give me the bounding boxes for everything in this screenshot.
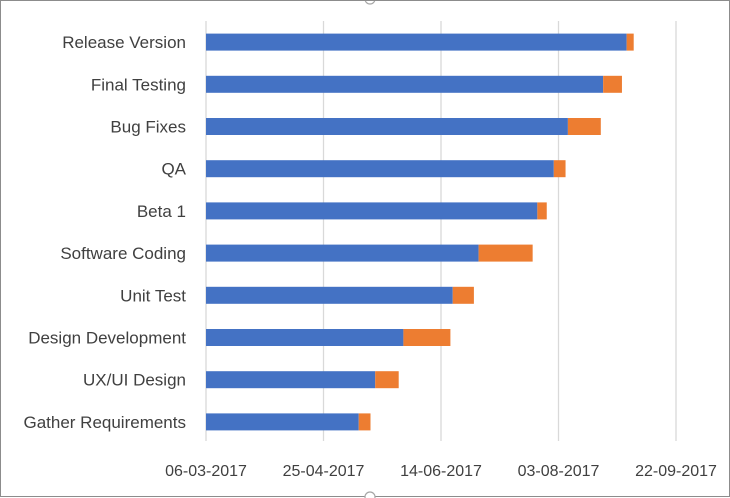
bar-duration — [478, 244, 533, 262]
bar-start — [206, 75, 604, 93]
bar-start — [206, 118, 568, 135]
bar-duration — [358, 413, 371, 431]
category-label: QA — [161, 160, 186, 179]
category-label: UX/UI Design — [83, 371, 186, 390]
x-tick-labels: 06-03-2017 25-04-2017 14-06-2017 03-08-2017… — [165, 463, 717, 480]
bar-duration — [626, 33, 634, 51]
bar-start — [206, 202, 538, 220]
bar-start — [206, 160, 554, 178]
x-tick-label: 22-09-2017 — [635, 463, 717, 480]
x-tick-label: 06-03-2017 — [165, 463, 247, 480]
category-label: Final Testing — [91, 75, 186, 94]
bar-duration — [403, 329, 451, 346]
bar-start — [206, 286, 453, 304]
bar-duration — [452, 286, 474, 304]
bar-duration — [537, 202, 547, 220]
x-tick-label: 25-04-2017 — [283, 463, 365, 480]
x-tick-label: 03-08-2017 — [518, 463, 600, 480]
x-tick-label: 14-06-2017 — [400, 463, 482, 480]
bar-start — [206, 244, 479, 262]
bar-start — [206, 371, 376, 389]
category-label: Beta 1 — [137, 202, 186, 221]
bar-start — [206, 33, 627, 51]
category-label: Bug Fixes — [110, 118, 186, 137]
resize-handle-bottom-icon[interactable] — [364, 491, 376, 498]
bar-start — [206, 329, 404, 346]
bar-start — [206, 413, 359, 431]
bar-duration — [553, 160, 566, 178]
category-labels: Release Version Final Testing Bug Fixes QA B… — [23, 33, 186, 432]
category-label: Release Version — [62, 33, 186, 52]
bar-duration — [567, 118, 601, 135]
category-label: Software Coding — [60, 244, 186, 263]
category-label: Unit Test — [120, 286, 186, 305]
bars — [206, 33, 634, 431]
bar-duration — [603, 75, 622, 93]
category-label: Gather Requirements — [23, 413, 186, 432]
category-label: Design Development — [28, 329, 186, 348]
resize-handle-top-icon[interactable] — [364, 1, 376, 5]
bar-duration — [375, 371, 399, 389]
